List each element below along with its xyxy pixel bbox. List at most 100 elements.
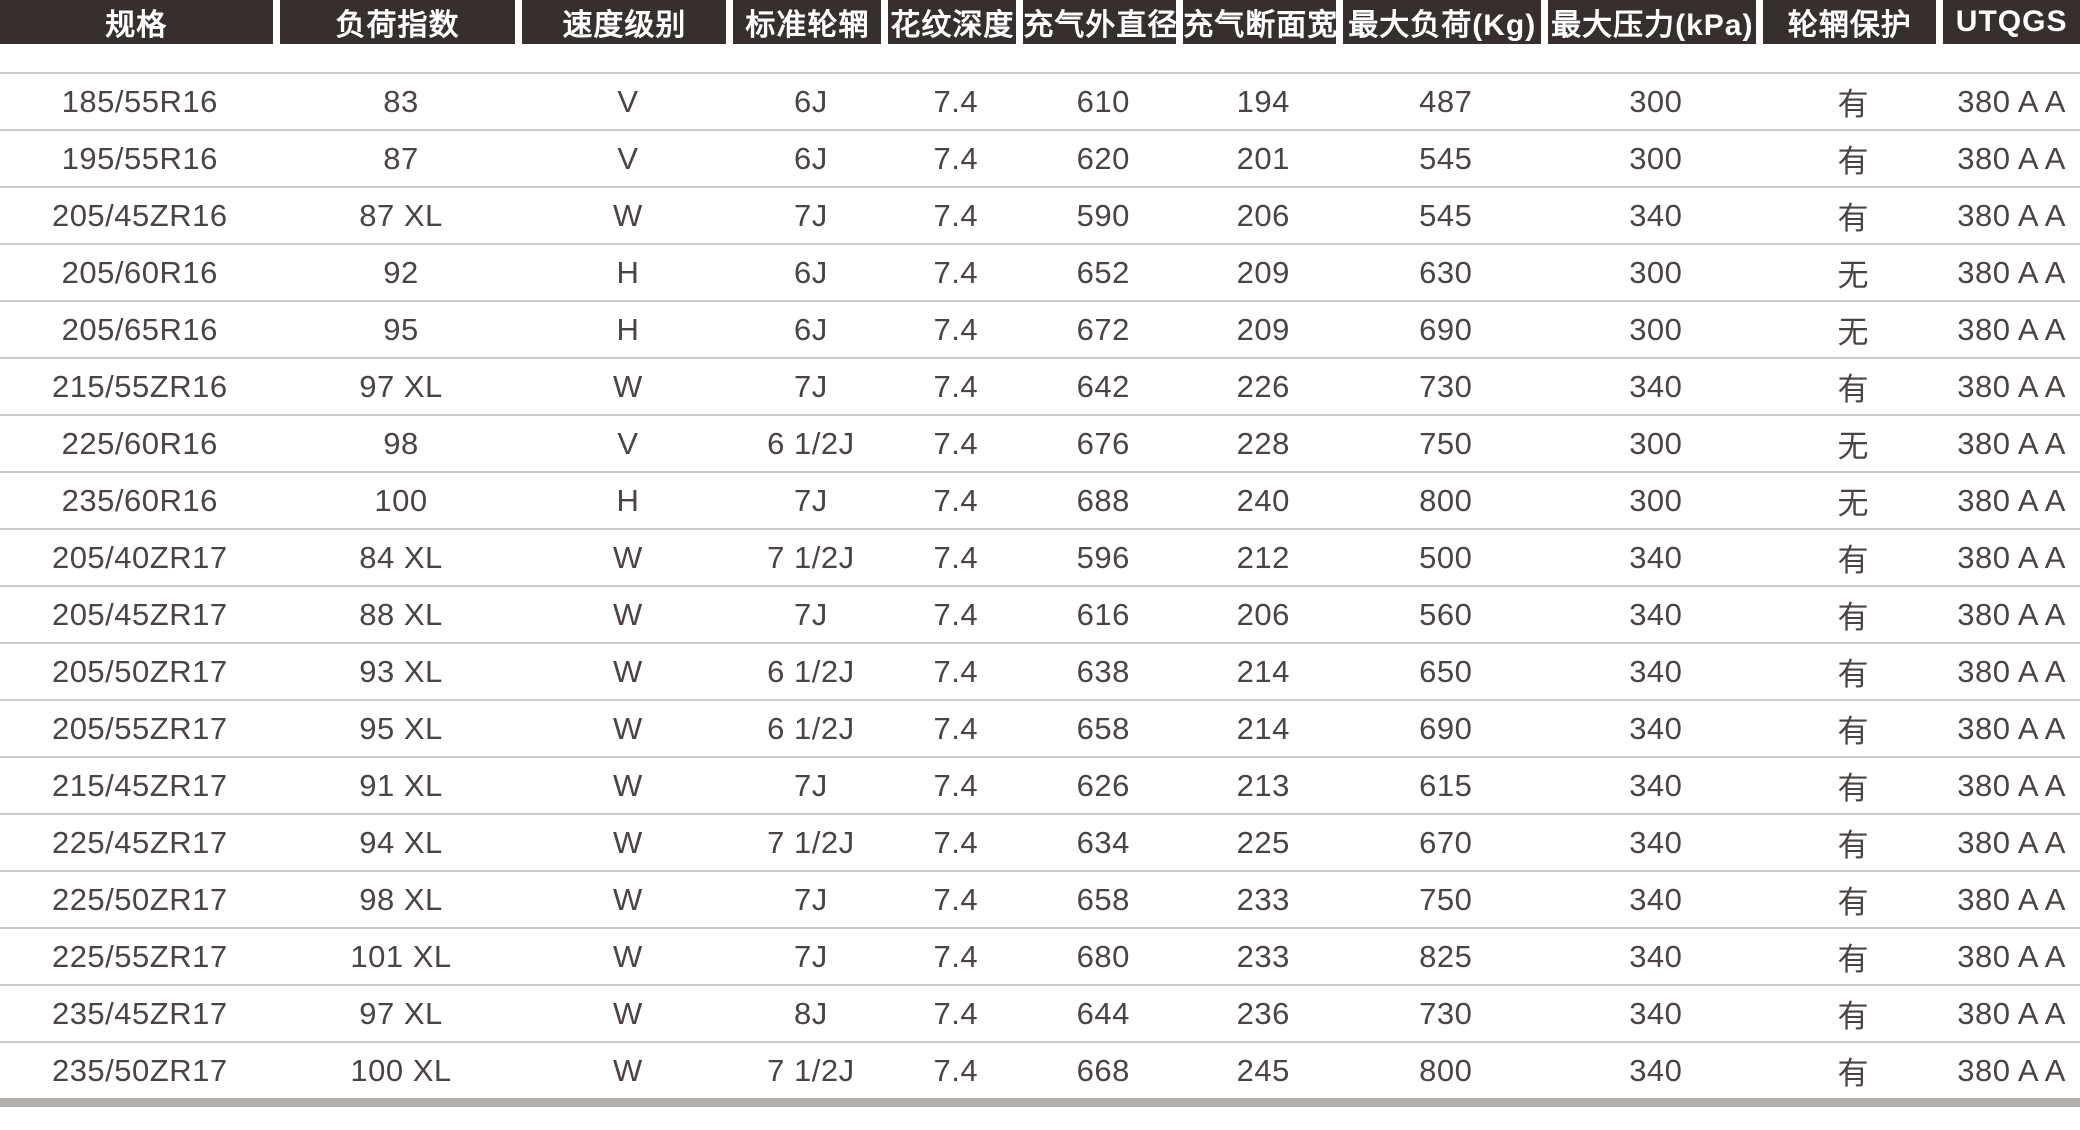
cell-inflated-section-width: 233 [1183, 927, 1344, 984]
cell-inflated-section-width: 212 [1183, 528, 1344, 585]
column-header-inflated-outer-diameter: 充气外直径 [1023, 0, 1184, 72]
cell-max-load-kg: 630 [1343, 243, 1549, 300]
cell-tread-depth: 7.4 [888, 72, 1024, 129]
column-header-speed-rating: 速度级别 [522, 0, 734, 72]
cell-rim-protection: 有 [1763, 870, 1944, 927]
cell-spec: 205/45ZR16 [0, 186, 280, 243]
cell-load-index: 101 XL [279, 927, 523, 984]
cell-load-index: 83 [279, 72, 523, 129]
cell-standard-rim: 6J [733, 129, 889, 186]
column-header-max-pressure-kpa: 最大压力(kPa) [1548, 0, 1764, 72]
cell-spec: 225/60R16 [0, 414, 280, 471]
cell-standard-rim: 7J [733, 186, 889, 243]
cell-utqgs: 380 A A [1943, 243, 2080, 300]
cell-inflated-section-width: 226 [1183, 357, 1344, 414]
table-row: 215/55ZR16 97 XL W 7J 7.4 642 226 730 340 有 380 A … [0, 357, 2080, 414]
table-row: 185/55R16 83 V 6J 7.4 610 194 487 300 有 380 A A [0, 72, 2080, 129]
cell-load-index: 100 [279, 471, 523, 528]
column-header-standard-rim: 标准轮辋 [733, 0, 889, 72]
cell-tread-depth: 7.4 [888, 471, 1024, 528]
cell-tread-depth: 7.4 [888, 186, 1024, 243]
cell-tread-depth: 7.4 [888, 699, 1024, 756]
cell-max-load-kg: 690 [1343, 699, 1549, 756]
cell-load-index: 93 XL [279, 642, 523, 699]
cell-inflated-outer-diameter: 638 [1023, 642, 1184, 699]
cell-max-load-kg: 800 [1343, 471, 1549, 528]
cell-spec: 195/55R16 [0, 129, 280, 186]
table-row: 215/45ZR17 91 XL W 7J 7.4 626 213 615 340 有 380 A … [0, 756, 2080, 813]
cell-max-load-kg: 545 [1343, 186, 1549, 243]
cell-inflated-outer-diameter: 642 [1023, 357, 1184, 414]
cell-inflated-section-width: 201 [1183, 129, 1344, 186]
column-header-rim-protection: 轮辋保护 [1763, 0, 1944, 72]
cell-utqgs: 380 A A [1943, 927, 2080, 984]
table-row: 235/45ZR17 97 XL W 8J 7.4 644 236 730 340 有 380 A … [0, 984, 2080, 1041]
cell-rim-protection: 有 [1763, 129, 1944, 186]
cell-max-load-kg: 750 [1343, 414, 1549, 471]
cell-speed-rating: W [522, 813, 734, 870]
table-row: 225/45ZR17 94 XL W 7 1/2J 7.4 634 225 670 340 有 38… [0, 813, 2080, 870]
cell-inflated-outer-diameter: 610 [1023, 72, 1184, 129]
cell-load-index: 95 XL [279, 699, 523, 756]
cell-spec: 205/65R16 [0, 300, 280, 357]
cell-rim-protection: 无 [1763, 471, 1944, 528]
cell-inflated-outer-diameter: 626 [1023, 756, 1184, 813]
cell-inflated-section-width: 228 [1183, 414, 1344, 471]
cell-max-load-kg: 730 [1343, 984, 1549, 1041]
table-row: 205/45ZR17 88 XL W 7J 7.4 616 206 560 340 有 380 A … [0, 585, 2080, 642]
cell-inflated-section-width: 245 [1183, 1041, 1344, 1107]
cell-load-index: 87 [279, 129, 523, 186]
cell-rim-protection: 有 [1763, 813, 1944, 870]
table-row: 235/50ZR17 100 XL W 7 1/2J 7.4 668 245 800 340 有 3… [0, 1041, 2080, 1107]
cell-max-pressure-kpa: 340 [1548, 756, 1764, 813]
cell-standard-rim: 7J [733, 471, 889, 528]
cell-speed-rating: V [522, 414, 734, 471]
cell-spec: 235/60R16 [0, 471, 280, 528]
cell-speed-rating: H [522, 471, 734, 528]
table-row: 195/55R16 87 V 6J 7.4 620 201 545 300 有 380 A A [0, 129, 2080, 186]
table-row: 225/50ZR17 98 XL W 7J 7.4 658 233 750 340 有 380 A … [0, 870, 2080, 927]
cell-tread-depth: 7.4 [888, 357, 1024, 414]
cell-inflated-outer-diameter: 680 [1023, 927, 1184, 984]
cell-max-load-kg: 750 [1343, 870, 1549, 927]
cell-inflated-outer-diameter: 620 [1023, 129, 1184, 186]
cell-spec: 225/45ZR17 [0, 813, 280, 870]
column-header-inflated-section-width: 充气断面宽 [1183, 0, 1344, 72]
cell-max-load-kg: 615 [1343, 756, 1549, 813]
cell-speed-rating: W [522, 699, 734, 756]
cell-rim-protection: 有 [1763, 585, 1944, 642]
cell-max-load-kg: 730 [1343, 357, 1549, 414]
column-header-spec: 规格 [0, 0, 280, 72]
cell-standard-rim: 7 1/2J [733, 813, 889, 870]
cell-load-index: 84 XL [279, 528, 523, 585]
table-row: 205/45ZR16 87 XL W 7J 7.4 590 206 545 340 有 380 A … [0, 186, 2080, 243]
table-row: 225/55ZR17 101 XL W 7J 7.4 680 233 825 340 有 380 A… [0, 927, 2080, 984]
cell-inflated-section-width: 209 [1183, 243, 1344, 300]
cell-utqgs: 380 A A [1943, 357, 2080, 414]
cell-inflated-outer-diameter: 658 [1023, 699, 1184, 756]
table-body: 185/55R16 83 V 6J 7.4 610 194 487 300 有 380 A A 195… [0, 72, 2080, 1107]
cell-rim-protection: 有 [1763, 357, 1944, 414]
cell-speed-rating: W [522, 984, 734, 1041]
cell-max-load-kg: 650 [1343, 642, 1549, 699]
cell-speed-rating: W [522, 642, 734, 699]
cell-utqgs: 380 A A [1943, 471, 2080, 528]
cell-rim-protection: 有 [1763, 1041, 1944, 1107]
column-header-tread-depth: 花纹深度 [888, 0, 1024, 72]
cell-inflated-outer-diameter: 672 [1023, 300, 1184, 357]
cell-utqgs: 380 A A [1943, 699, 2080, 756]
cell-max-pressure-kpa: 300 [1548, 129, 1764, 186]
cell-utqgs: 380 A A [1943, 756, 2080, 813]
cell-max-load-kg: 690 [1343, 300, 1549, 357]
cell-speed-rating: H [522, 243, 734, 300]
cell-rim-protection: 无 [1763, 300, 1944, 357]
cell-inflated-section-width: 194 [1183, 72, 1344, 129]
cell-max-pressure-kpa: 340 [1548, 585, 1764, 642]
table-row: 205/55ZR17 95 XL W 6 1/2J 7.4 658 214 690 340 有 38… [0, 699, 2080, 756]
cell-standard-rim: 7 1/2J [733, 1041, 889, 1107]
cell-rim-protection: 无 [1763, 414, 1944, 471]
cell-inflated-outer-diameter: 634 [1023, 813, 1184, 870]
cell-standard-rim: 6 1/2J [733, 642, 889, 699]
cell-inflated-outer-diameter: 616 [1023, 585, 1184, 642]
